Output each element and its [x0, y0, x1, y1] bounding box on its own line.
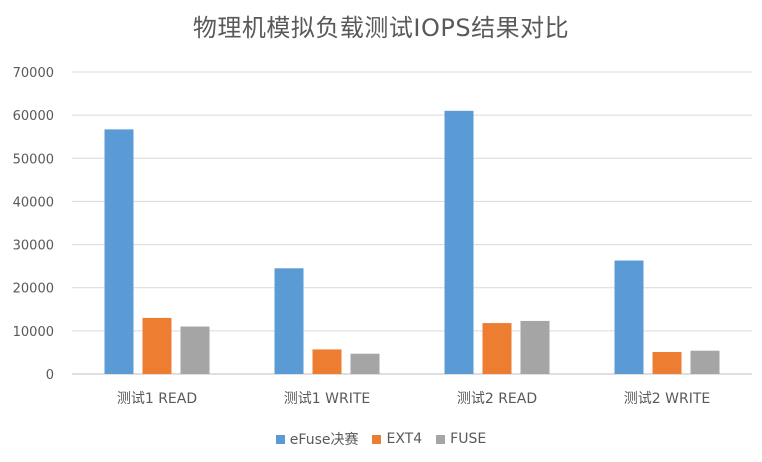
legend-label: eFuse决赛: [289, 432, 359, 448]
y-tick-label: 40000: [13, 195, 54, 210]
x-tick-label: 测试2 READ: [457, 391, 537, 407]
bar: [104, 129, 134, 374]
chart-title: 物理机模拟负载测试IOPS结果对比: [192, 14, 570, 42]
bar: [180, 326, 210, 374]
legend-label: FUSE: [450, 431, 487, 447]
bar: [652, 351, 682, 374]
bar: [350, 353, 380, 374]
y-tick-label: 70000: [13, 66, 54, 81]
legend-swatch: [275, 434, 285, 444]
legend: eFuse决赛 EXT4 FUSE: [0, 429, 762, 449]
x-tick-label: 测试1 WRITE: [284, 391, 370, 407]
legend-label: EXT4: [386, 431, 423, 447]
y-tick-label: 60000: [13, 109, 54, 124]
y-tick-label: 0: [46, 368, 54, 383]
bars: [104, 110, 720, 374]
bar: [520, 320, 550, 374]
y-tick-label: 20000: [13, 282, 54, 297]
x-axis-ticks: 测试1 READ 测试1 WRITE 测试2 READ 测试2 WRITE: [117, 391, 710, 407]
x-tick-label: 测试2 WRITE: [624, 391, 710, 407]
bar: [274, 268, 304, 374]
legend-item: EXT4: [372, 429, 422, 449]
x-tick-label: 测试1 READ: [117, 391, 197, 407]
y-tick-label: 50000: [13, 152, 54, 167]
bar: [444, 110, 474, 374]
legend-item: FUSE: [436, 429, 486, 449]
y-tick-label: 10000: [13, 325, 54, 340]
legend-swatch: [436, 434, 446, 444]
legend-swatch: [372, 434, 382, 444]
y-tick-label: 30000: [13, 239, 54, 254]
gridlines: [72, 71, 752, 375]
bar: [690, 350, 720, 374]
legend-item: eFuse决赛: [275, 429, 359, 449]
bar: [482, 323, 512, 374]
bar: [614, 260, 644, 374]
y-axis-ticks: 0 10000 20000 30000 40000 50000 60000 70000: [13, 66, 54, 383]
bar: [312, 349, 342, 374]
bar: [142, 317, 172, 374]
